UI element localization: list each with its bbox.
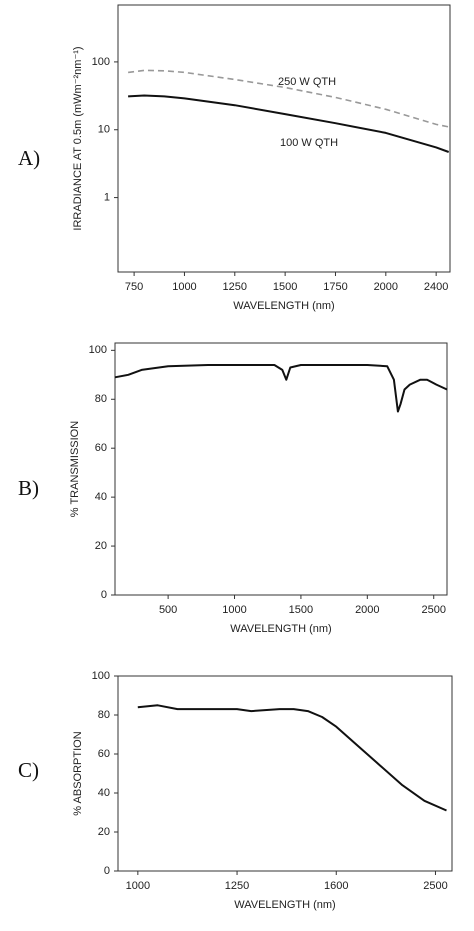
x-tick-label: 1500 (289, 604, 313, 616)
x-tick-label: 1600 (324, 880, 348, 892)
x-tick-label: 2500 (421, 604, 445, 616)
y-tick-label: 0 (101, 589, 107, 601)
x-tick-label: 1500 (273, 281, 297, 293)
data-line (128, 94, 450, 153)
y-tick-label: 10 (98, 124, 110, 136)
y-axis-label: IRRADIANCE AT 0.5m (mWm⁻²nm⁻¹) (72, 46, 84, 230)
x-tick-label: 2500 (423, 880, 447, 892)
data-line (114, 364, 448, 413)
plot-frame (117, 4, 451, 273)
y-tick-label: 100 (92, 56, 110, 68)
y-axis-label: % ABSORPTION (72, 731, 84, 815)
x-tick-label: 1250 (223, 281, 247, 293)
x-tick-label: 2000 (374, 281, 398, 293)
x-axis-label: WAVELENGTH (nm) (230, 623, 331, 635)
y-tick-label: 40 (95, 491, 107, 503)
y-tick-label: 40 (98, 787, 110, 799)
x-tick-label: 500 (159, 604, 177, 616)
x-tick-label: 1000 (172, 281, 196, 293)
y-tick-label: 0 (104, 865, 110, 877)
data-line (128, 69, 449, 128)
plot-frame (117, 675, 453, 872)
y-tick-label: 20 (98, 826, 110, 838)
y-tick-label: 80 (98, 709, 110, 721)
x-tick-label: 1000 (126, 880, 150, 892)
y-tick-label: 80 (95, 393, 107, 405)
series-label: 100 W QTH (280, 137, 338, 149)
y-axis-label: % TRANSMISSION (69, 421, 81, 517)
y-tick-label: 1 (104, 191, 110, 203)
x-tick-label: 1750 (323, 281, 347, 293)
x-tick-label: 1250 (225, 880, 249, 892)
x-axis-label: WAVELENGTH (nm) (233, 300, 334, 312)
x-tick-label: 750 (125, 281, 143, 293)
panel-label: A) (18, 146, 40, 170)
x-tick-label: 2400 (424, 281, 448, 293)
panel-label: C) (18, 758, 39, 782)
data-line (137, 704, 447, 812)
y-tick-label: 60 (95, 442, 107, 454)
x-axis-label: WAVELENGTH (nm) (234, 899, 335, 911)
x-tick-label: 1000 (222, 604, 246, 616)
y-tick-label: 100 (89, 344, 107, 356)
panel-label: B) (18, 476, 39, 500)
series-label: 250 W QTH (278, 76, 336, 88)
plot-frame (114, 342, 448, 596)
y-tick-label: 100 (92, 670, 110, 682)
y-tick-label: 20 (95, 540, 107, 552)
y-tick-label: 60 (98, 748, 110, 760)
x-tick-label: 2000 (355, 604, 379, 616)
